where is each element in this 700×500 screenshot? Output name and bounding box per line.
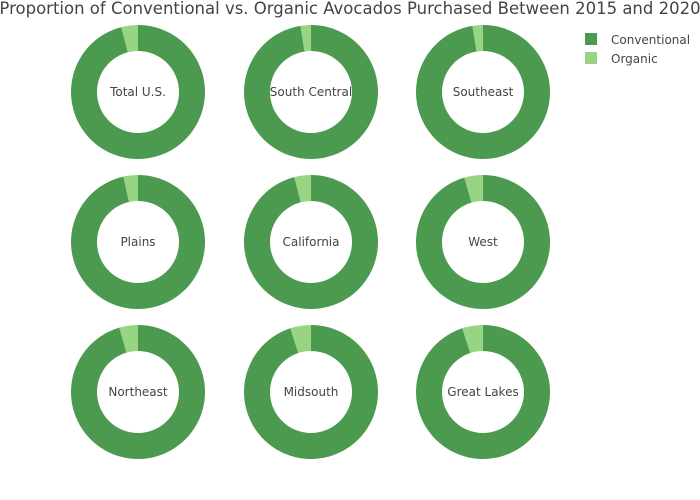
donut-label-south-central: South Central <box>270 85 352 99</box>
slice-great-lakes-conventional[interactable] <box>416 325 550 459</box>
slice-midsouth-organic[interactable] <box>290 325 311 354</box>
legend-label-conventional[interactable]: Conventional <box>611 33 690 47</box>
slice-california-conventional[interactable] <box>244 174 379 310</box>
slice-total-u-s-organic[interactable] <box>121 25 138 53</box>
donut-great-lakes: Great Lakes <box>416 325 550 459</box>
chart-title: Proportion of Conventional vs. Organic A… <box>0 0 700 18</box>
slice-plains-conventional[interactable] <box>70 175 205 309</box>
donut-label-northeast: Northeast <box>108 385 168 399</box>
donut-label-total-u-s: Total U.S. <box>109 85 166 99</box>
legend-item-conventional[interactable]: Conventional <box>585 33 690 47</box>
donut-total-u-s: Total U.S. <box>70 25 205 160</box>
slice-california-organic[interactable] <box>294 175 311 203</box>
donut-midsouth: Midsouth <box>244 325 379 459</box>
donut-plains: Plains <box>70 175 205 309</box>
legend[interactable]: Conventional Organic <box>585 33 690 66</box>
slice-plains-organic[interactable] <box>123 175 138 202</box>
donut-label-midsouth: Midsouth <box>284 385 339 399</box>
donut-label-plains: Plains <box>120 235 155 249</box>
donut-west: West <box>416 175 550 309</box>
donut-label-california: California <box>283 235 340 249</box>
donut-southeast: Southeast <box>415 25 550 159</box>
legend-swatch-organic[interactable] <box>585 52 597 64</box>
donut-california: California <box>244 174 379 310</box>
slice-total-u-s-conventional[interactable] <box>70 25 205 160</box>
slice-southeast-organic[interactable] <box>472 25 483 52</box>
slice-west-organic[interactable] <box>464 175 483 203</box>
donut-northeast: Northeast <box>70 325 205 459</box>
donut-label-southeast: Southeast <box>453 85 514 99</box>
slice-northeast-conventional[interactable] <box>70 325 205 459</box>
donut-panels: Total U.S. South Central Southeast Plains Ca… <box>70 25 550 459</box>
slice-south-central-conventional[interactable] <box>244 25 378 159</box>
donut-label-west: West <box>468 235 498 249</box>
legend-label-organic[interactable]: Organic <box>611 52 658 66</box>
slice-southeast-conventional[interactable] <box>415 25 550 159</box>
slice-northeast-organic[interactable] <box>119 325 138 353</box>
donut-label-great-lakes: Great Lakes <box>447 385 518 399</box>
slice-west-conventional[interactable] <box>416 175 550 309</box>
slice-south-central-organic[interactable] <box>300 25 311 52</box>
legend-swatch-conventional[interactable] <box>585 33 597 45</box>
slice-midsouth-conventional[interactable] <box>244 325 379 459</box>
donut-south-central: South Central <box>244 25 378 159</box>
slice-great-lakes-organic[interactable] <box>462 325 483 354</box>
legend-item-organic[interactable]: Organic <box>585 52 658 66</box>
